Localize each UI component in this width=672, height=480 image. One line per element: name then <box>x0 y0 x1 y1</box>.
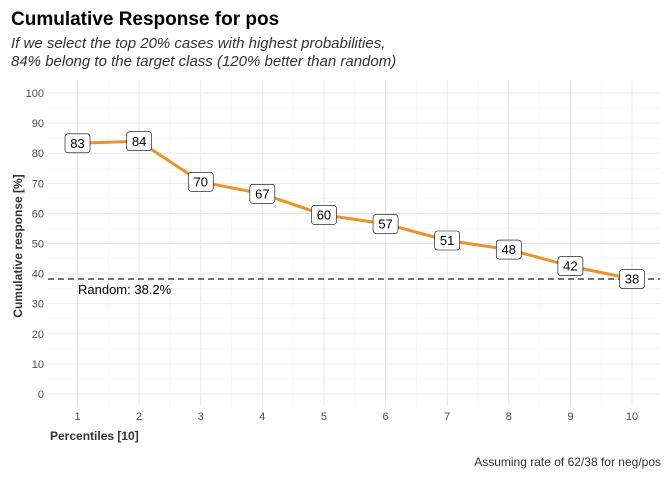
y-tick-label: 10 <box>32 359 44 371</box>
data-label-text: 83 <box>70 136 84 151</box>
y-tick-label: 50 <box>32 239 44 251</box>
data-label-text: 67 <box>255 186 269 201</box>
x-tick-label: 2 <box>136 411 142 423</box>
y-tick-label: 100 <box>26 88 44 100</box>
data-label-box <box>249 184 276 204</box>
x-tick-label: 10 <box>626 411 638 423</box>
y-tick-label: 0 <box>38 389 44 401</box>
data-label-box <box>311 205 337 225</box>
data-label-text: 48 <box>502 242 516 257</box>
y-tick-label: 60 <box>32 208 44 220</box>
data-label-text: 42 <box>563 259 577 274</box>
data-label-box <box>619 269 645 289</box>
data-label-7: 51 <box>434 230 460 251</box>
subtitle-line-2: 84% belong to the target class (120% bet… <box>11 53 397 70</box>
y-tick-label: 40 <box>32 269 44 281</box>
random-baseline-label: Random: 38.2% <box>78 282 172 297</box>
data-label-text: 70 <box>193 174 207 189</box>
data-label-box <box>126 131 152 151</box>
y-tick-label: 20 <box>32 329 44 341</box>
x-tick-label: 8 <box>506 411 512 423</box>
random-reference: Random: 38.2% <box>48 278 660 297</box>
y-tick-label: 80 <box>32 148 44 160</box>
data-label-text: 84 <box>132 134 146 149</box>
grid-lines <box>48 80 660 406</box>
data-label-5: 60 <box>311 205 337 225</box>
data-label-4: 67 <box>249 184 276 204</box>
x-tick-label: 3 <box>198 411 204 423</box>
x-tick-label: 9 <box>567 411 573 423</box>
chart-caption: Assuming rate of 62/38 for neg/pos <box>474 455 661 469</box>
series-line <box>76 139 634 281</box>
data-label-box <box>372 214 399 234</box>
data-label-box <box>557 256 584 276</box>
data-label-box <box>187 171 214 192</box>
x-tick-label: 1 <box>74 411 80 423</box>
data-label-9: 42 <box>557 256 584 276</box>
data-label-8: 48 <box>495 239 522 260</box>
x-axis-title: Percentiles [10] <box>50 429 139 443</box>
chart-title: Cumulative Response for pos <box>11 9 280 30</box>
data-label-text: 60 <box>317 208 331 223</box>
y-tick-label: 30 <box>32 299 44 311</box>
data-label-1: 83 <box>64 133 91 154</box>
data-label-3: 70 <box>187 171 214 192</box>
data-label-10: 38 <box>619 269 645 289</box>
chart-subtitle: If we select the top 20% cases with high… <box>11 35 396 71</box>
data-label-box <box>64 133 91 154</box>
y-axis-ticks: 0 10 20 30 40 50 60 70 80 90 100 <box>26 88 44 401</box>
series-group <box>76 139 634 281</box>
x-tick-label: 7 <box>444 411 450 423</box>
x-tick-label: 5 <box>321 411 327 423</box>
x-tick-label: 6 <box>382 411 388 423</box>
y-axis-title: Cumulative response [%] <box>11 174 25 317</box>
data-labels: 83 84 70 67 60 57 51 48 42 38 <box>64 131 645 289</box>
data-label-text: 38 <box>625 272 639 287</box>
data-label-box <box>434 230 460 251</box>
x-axis-ticks: 1 2 3 4 5 6 7 8 9 10 <box>74 411 638 423</box>
data-label-box <box>495 239 522 260</box>
y-tick-label: 70 <box>32 178 44 190</box>
data-label-text: 51 <box>440 233 454 248</box>
y-tick-label: 90 <box>32 118 44 130</box>
x-tick-label: 4 <box>259 411 265 423</box>
subtitle-line-1: If we select the top 20% cases with high… <box>11 35 386 52</box>
data-label-6: 57 <box>372 214 399 234</box>
data-label-text: 57 <box>378 217 392 232</box>
data-label-2: 84 <box>126 131 152 151</box>
